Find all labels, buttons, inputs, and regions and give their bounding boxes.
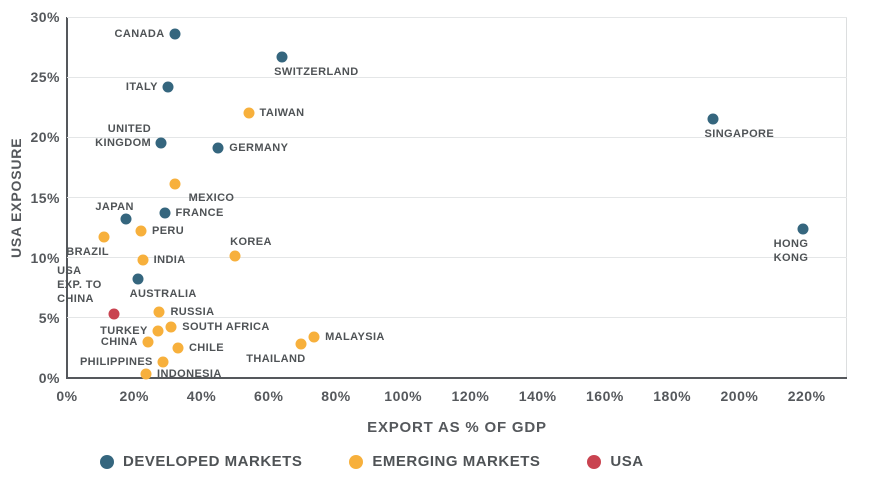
data-point-mexico <box>169 178 181 190</box>
point-label-thailand: THAILAND <box>246 353 306 366</box>
y-tick-label-15: 15% <box>30 189 60 206</box>
gridline-30 <box>67 16 847 18</box>
x-tick-label-180: 180% <box>653 388 692 404</box>
point-label-switzerland: SWITZERLAND <box>274 65 359 78</box>
x-tick-label-0: 0% <box>56 388 78 404</box>
x-tick-label-40: 40% <box>186 388 217 404</box>
data-point-malaysia <box>308 331 320 343</box>
point-label-germany: GERMANY <box>229 142 289 155</box>
legend: DEVELOPED MARKETS EMERGING MARKETS USA <box>100 453 644 470</box>
data-point-usa-exp-to-china <box>108 308 120 320</box>
point-label-turkey: TURKEY <box>100 325 148 338</box>
point-label-brazil: BRAZIL <box>66 246 109 259</box>
data-point-china <box>142 336 154 348</box>
point-label-france: FRANCE <box>175 207 224 220</box>
x-axis-title: EXPORT AS % OF GDP <box>367 419 547 436</box>
point-label-australia: AUSTRALIA <box>129 288 197 301</box>
gridline-20 <box>67 136 847 138</box>
data-point-thailand <box>295 338 307 350</box>
data-point-taiwan <box>243 107 255 119</box>
data-point-turkey <box>152 325 164 337</box>
point-label-indonesia: INDONESIA <box>157 368 222 381</box>
x-tick-label-20: 20% <box>119 388 149 404</box>
point-label-canada: CANADA <box>114 27 165 40</box>
point-label-malaysia: MALAYSIA <box>325 331 385 344</box>
legend-label-usa: USA <box>610 453 644 470</box>
point-label-united-kingdom: UNITED KINGDOM <box>95 123 152 150</box>
data-point-united-kingdom <box>155 137 167 149</box>
plot-area: CANADA SWITZERLAND ITALY TAIWAN UNITED KINGD… <box>57 16 847 381</box>
data-point-russia <box>153 306 165 318</box>
developed-legend-dot-icon <box>100 454 114 469</box>
gridline-25 <box>67 76 847 78</box>
point-label-china: CHINA <box>100 335 138 348</box>
point-label-taiwan: TAIWAN <box>259 107 305 120</box>
point-label-japan: JAPAN <box>95 201 134 214</box>
data-point-south-africa <box>165 321 177 333</box>
emerging-legend-dot-icon <box>349 454 364 469</box>
x-tick-label-60: 60% <box>253 388 284 404</box>
data-point-indonesia <box>140 368 152 380</box>
legend-item-usa: USA <box>587 453 643 470</box>
x-axis-line <box>66 377 847 379</box>
data-point-peru <box>135 225 147 237</box>
point-label-singapore: SINGAPORE <box>704 128 775 141</box>
y-tick-label-5: 5% <box>38 309 60 326</box>
point-label-south-africa: SOUTH AFRICA <box>182 321 270 334</box>
point-label-chile: CHILE <box>188 341 224 354</box>
point-label-italy: ITALY <box>125 80 158 93</box>
data-point-canada <box>169 28 181 40</box>
data-point-switzerland <box>276 51 288 63</box>
usa-legend-dot-icon <box>587 454 602 469</box>
data-point-korea <box>229 250 241 262</box>
gridline-5 <box>67 317 847 319</box>
data-point-japan <box>120 213 132 225</box>
y-tick-label-20: 20% <box>30 129 60 146</box>
x-tick-label-220: 220% <box>787 388 826 404</box>
point-label-mexico: MEXICO <box>188 192 235 205</box>
x-tick-label-120: 120% <box>451 388 490 404</box>
data-point-hong-kong <box>797 223 809 235</box>
point-label-korea: KOREA <box>230 236 272 249</box>
data-point-singapore <box>707 113 719 125</box>
point-label-russia: RUSSIA <box>170 305 215 318</box>
x-tick-label-160: 160% <box>586 388 624 404</box>
y-tick-label-30: 30% <box>30 9 60 25</box>
data-point-brazil <box>98 231 110 243</box>
y-tick-label-25: 25% <box>30 69 60 86</box>
data-point-france <box>159 207 170 219</box>
point-label-peru: PERU <box>151 225 185 238</box>
legend-label-developed-markets: DEVELOPED MARKETS <box>123 453 303 470</box>
x-tick-label-100: 100% <box>384 388 423 404</box>
x-tick-label-140: 140% <box>518 388 557 404</box>
point-label-india: INDIA <box>153 254 186 267</box>
point-label-usa-exp-to-china: USA EXP. TO CHINA <box>57 265 102 306</box>
data-point-germany <box>212 142 224 154</box>
x-tick-label-200: 200% <box>720 388 759 404</box>
data-point-australia <box>132 273 144 285</box>
legend-item-developed-markets: DEVELOPED MARKETS <box>100 453 302 470</box>
legend-item-emerging-markets: EMERGING MARKETS <box>349 453 540 470</box>
x-tick-label-80: 80% <box>321 388 351 404</box>
point-label-hong-kong: HONG KONG <box>773 237 809 264</box>
y-tick-label-0: 0% <box>38 370 60 386</box>
legend-label-emerging-markets: EMERGING MARKETS <box>372 453 541 470</box>
point-label-philippines: PHILIPPINES <box>79 356 153 369</box>
gridline-15 <box>67 197 847 198</box>
y-tick-label-10: 10% <box>30 249 60 266</box>
data-point-philippines <box>157 356 169 368</box>
data-point-india <box>137 254 149 266</box>
gridline-10 <box>67 257 847 259</box>
data-point-italy <box>162 81 174 93</box>
data-point-chile <box>172 342 184 354</box>
